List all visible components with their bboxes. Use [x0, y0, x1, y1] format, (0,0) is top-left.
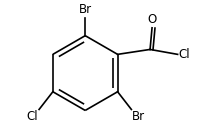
Text: Br: Br	[131, 110, 145, 123]
Text: O: O	[147, 13, 157, 26]
Text: Cl: Cl	[27, 110, 38, 123]
Text: Cl: Cl	[179, 48, 190, 61]
Text: Br: Br	[79, 3, 92, 16]
